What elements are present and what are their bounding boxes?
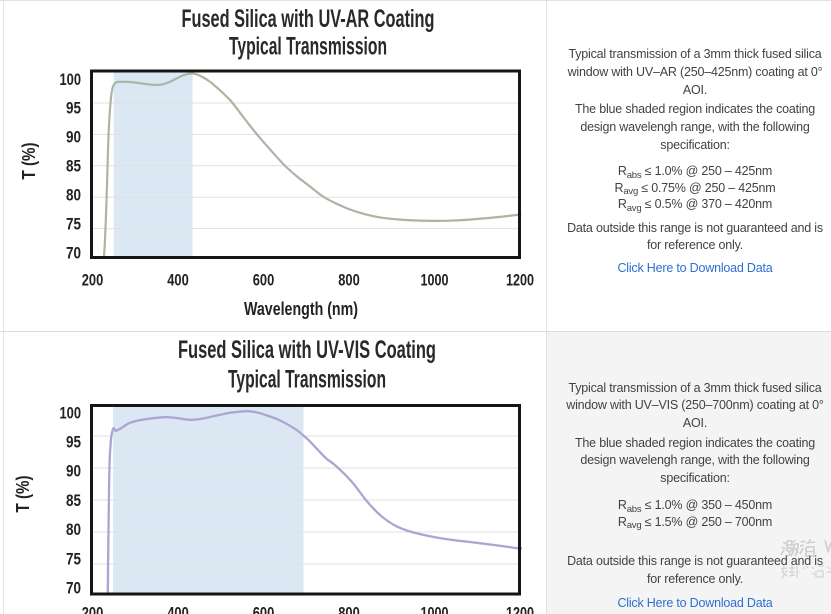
svg-text:95: 95 xyxy=(66,99,81,117)
svg-text:200: 200 xyxy=(82,271,104,290)
svg-text:600: 600 xyxy=(253,271,275,290)
svg-text:T (%): T (%) xyxy=(19,143,39,180)
svg-text:80: 80 xyxy=(66,186,81,204)
svg-text:1000: 1000 xyxy=(421,604,449,614)
svg-text:Wavelength (nm): Wavelength (nm) xyxy=(244,299,358,319)
svg-text:Typical Transmission: Typical Transmission xyxy=(229,33,387,61)
svg-text:1200: 1200 xyxy=(506,604,534,614)
svg-text:1000: 1000 xyxy=(421,271,449,290)
svg-text:90: 90 xyxy=(66,463,81,481)
svg-text:75: 75 xyxy=(66,550,81,568)
svg-text:90: 90 xyxy=(66,128,81,146)
svg-text:400: 400 xyxy=(167,271,189,290)
svg-text:85: 85 xyxy=(66,157,81,175)
svg-text:200: 200 xyxy=(82,604,104,614)
svg-text:1200: 1200 xyxy=(506,271,534,290)
svg-text:80: 80 xyxy=(66,521,81,539)
svg-text:85: 85 xyxy=(66,492,81,510)
svg-text:800: 800 xyxy=(338,604,360,614)
svg-text:800: 800 xyxy=(338,271,360,290)
svg-text:400: 400 xyxy=(167,604,189,614)
svg-text:Typical Transmission: Typical Transmission xyxy=(228,366,386,394)
svg-text:100: 100 xyxy=(60,404,82,422)
svg-text:600: 600 xyxy=(253,604,275,614)
svg-text:Fused Silica with UV-VIS Coati: Fused Silica with UV-VIS Coating xyxy=(178,336,436,364)
svg-text:100: 100 xyxy=(60,71,82,89)
svg-text:70: 70 xyxy=(66,580,81,598)
svg-text:T (%): T (%) xyxy=(13,476,33,513)
svg-text:75: 75 xyxy=(66,215,81,233)
svg-text:Fused Silica with UV-AR Coatin: Fused Silica with UV-AR Coating xyxy=(182,5,435,33)
svg-text:95: 95 xyxy=(66,434,81,452)
svg-text:70: 70 xyxy=(66,244,81,262)
